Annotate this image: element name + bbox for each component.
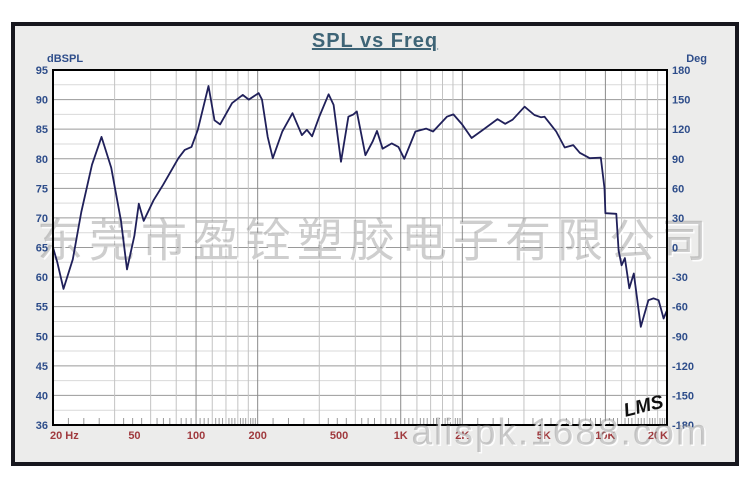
y-left-tick-label: 70: [36, 213, 48, 225]
x-tick-label: 500: [330, 430, 348, 442]
x-tick-label: 10K: [595, 430, 615, 442]
x-tick-label: 20K: [648, 430, 668, 442]
y-left-tick-label: 36: [36, 420, 48, 432]
y-right-tick-label: -120: [672, 361, 694, 373]
watermark-bottom-emboss: alispk.1688.com: [413, 413, 710, 454]
y-right-tick-label: 60: [672, 183, 684, 195]
y-left-tick-label: 75: [36, 183, 48, 195]
y-right-tick-label: 90: [672, 154, 684, 166]
y-right-tick-label: 180: [672, 65, 690, 77]
y-left-tick-label: 95: [36, 65, 48, 77]
y-right-tick-label: -30: [672, 272, 688, 284]
spl-curve: [53, 85, 667, 328]
y-right-tick-label: -180: [672, 420, 694, 432]
x-tick-label: 5K: [537, 430, 551, 442]
y-right-tick-label: -60: [672, 302, 688, 314]
y-left-tick-label: 90: [36, 95, 48, 107]
chart-title: SPL vs Freq: [311, 30, 439, 52]
y-left-axis-title: dBSPL: [47, 53, 83, 65]
y-right-tick-label: 150: [672, 95, 690, 107]
x-tick-label: 50: [128, 430, 140, 442]
y-right-tick-label: -150: [672, 390, 694, 402]
y-left-tick-label: 45: [36, 361, 48, 373]
x-tick-label: 2K: [455, 430, 469, 442]
y-right-axis-title: Deg: [686, 53, 707, 65]
x-tick-label: 1K: [394, 430, 408, 442]
x-tick-label: 20 Hz: [50, 430, 79, 442]
y-left-tick-label: 50: [36, 331, 48, 343]
y-right-tick-label: 30: [672, 213, 684, 225]
y-right-tick-label: -90: [672, 331, 688, 343]
y-left-tick-label: 85: [36, 124, 48, 136]
watermark-center: 东莞市盈铨塑胶电子有限公司: [37, 215, 713, 267]
y-left-tick-label: 80: [36, 154, 48, 166]
watermark-center-emboss: 东莞市盈铨塑胶电子有限公司: [39, 216, 715, 268]
watermark-bottom: alispk.1688.com: [411, 412, 708, 453]
plot-border: [52, 69, 668, 426]
y-left-tick-label: 40: [36, 390, 48, 402]
x-tick-label: 200: [248, 430, 266, 442]
y-right-tick-label: 0: [672, 243, 678, 255]
y-left-tick-label: 55: [36, 302, 48, 314]
y-left-tick-label: 60: [36, 272, 48, 284]
y-left-tick-label: 65: [36, 243, 48, 255]
x-tick-label: 100: [187, 430, 205, 442]
y-right-tick-label: 120: [672, 124, 690, 136]
